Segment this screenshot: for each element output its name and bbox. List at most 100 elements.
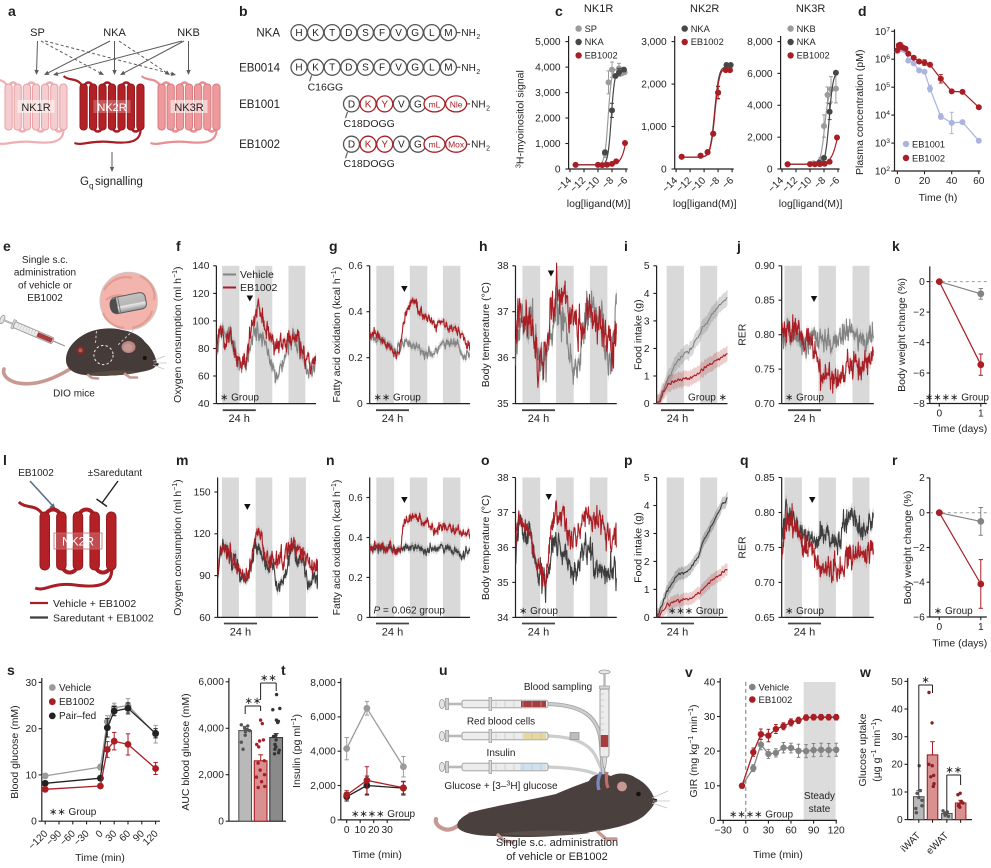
svg-text:1: 1 <box>644 585 650 596</box>
svg-text:NK2R: NK2R <box>690 3 719 15</box>
svg-text:0: 0 <box>895 176 901 187</box>
svg-text:8,000: 8,000 <box>310 678 336 689</box>
svg-text:2: 2 <box>476 69 480 76</box>
svg-text:−2: −2 <box>913 543 925 554</box>
svg-text:106: 106 <box>875 54 890 65</box>
svg-text:Mox: Mox <box>448 140 465 150</box>
svg-text:2: 2 <box>644 344 650 355</box>
svg-text:103: 103 <box>875 138 890 150</box>
svg-text:2,000: 2,000 <box>747 133 773 144</box>
svg-text:Body temperature (°C): Body temperature (°C) <box>480 282 492 387</box>
svg-text:0: 0 <box>897 815 903 826</box>
svg-text:20: 20 <box>919 176 931 187</box>
svg-text:K: K <box>365 140 372 151</box>
svg-text:of vehicle or: of vehicle or <box>18 280 73 291</box>
svg-text:h: h <box>479 238 488 254</box>
svg-text:24 h: 24 h <box>667 413 688 425</box>
svg-text:60: 60 <box>785 825 797 836</box>
svg-text:M: M <box>444 28 452 39</box>
svg-text:38: 38 <box>497 473 509 484</box>
svg-text:0: 0 <box>919 277 925 288</box>
svg-text:150: 150 <box>194 487 211 498</box>
svg-text:0.85: 0.85 <box>755 473 775 484</box>
svg-text:H: H <box>295 28 302 39</box>
svg-text:0: 0 <box>218 817 224 828</box>
svg-text:∗∗ Group: ∗∗ Group <box>374 393 422 404</box>
svg-text:34: 34 <box>497 613 509 624</box>
svg-text:K: K <box>312 28 319 39</box>
svg-text:NK1R: NK1R <box>584 3 613 15</box>
svg-text:0: 0 <box>644 399 650 410</box>
svg-text:0: 0 <box>357 399 363 410</box>
svg-text:NH: NH <box>471 99 485 110</box>
svg-text:Vehicle: Vehicle <box>759 682 790 693</box>
svg-text:Vehicle: Vehicle <box>240 269 274 281</box>
svg-text:3: 3 <box>644 529 650 540</box>
svg-text:0: 0 <box>357 613 363 624</box>
svg-text:NKA: NKA <box>691 24 711 34</box>
svg-text:EB1002: EB1002 <box>797 51 830 61</box>
svg-text:Y: Y <box>381 99 388 110</box>
svg-text:35: 35 <box>497 578 509 589</box>
svg-text:4: 4 <box>644 289 650 300</box>
svg-text:NH: NH <box>461 28 475 39</box>
svg-text:V: V <box>395 28 402 39</box>
svg-text:Fatty acid oxidation (kcal h−1: Fatty acid oxidation (kcal h−1) <box>331 480 343 616</box>
svg-text:4,000: 4,000 <box>535 63 561 74</box>
svg-text:8,000: 8,000 <box>747 37 773 48</box>
svg-text:Insulin: Insulin <box>487 748 516 759</box>
svg-text:Body weight change (%): Body weight change (%) <box>902 491 914 605</box>
svg-text:l: l <box>3 452 7 468</box>
svg-text:24 h: 24 h <box>382 413 403 425</box>
svg-text:24 h: 24 h <box>228 413 249 425</box>
svg-text:∗∗ Group: ∗∗ Group <box>49 807 97 818</box>
svg-text:Blood sampling: Blood sampling <box>524 682 592 693</box>
svg-text:2: 2 <box>476 34 480 41</box>
svg-text:38: 38 <box>497 261 509 272</box>
svg-text:0.4: 0.4 <box>349 307 363 318</box>
svg-text:0.2: 0.2 <box>349 353 363 364</box>
svg-text:6,000: 6,000 <box>747 69 773 80</box>
svg-text:−2: −2 <box>913 307 925 318</box>
svg-text:EB1002: EB1002 <box>585 51 618 61</box>
svg-text:40: 40 <box>704 677 716 688</box>
svg-text:30: 30 <box>704 712 716 723</box>
svg-text:24 h: 24 h <box>382 627 403 639</box>
svg-text:1: 1 <box>978 622 984 633</box>
svg-text:120: 120 <box>194 529 211 540</box>
svg-text:v: v <box>685 664 693 680</box>
svg-text:NK2R: NK2R <box>97 102 126 114</box>
svg-text:r: r <box>892 452 898 468</box>
svg-text:120: 120 <box>192 289 209 300</box>
svg-text:∗: ∗ <box>921 675 929 686</box>
svg-text:3,000: 3,000 <box>535 88 561 99</box>
svg-text:24 h: 24 h <box>528 627 549 639</box>
svg-text:u: u <box>439 662 448 678</box>
svg-text:10: 10 <box>891 787 903 798</box>
svg-text:Fatty acid oxidation (kcal h−1: Fatty acid oxidation (kcal h−1) <box>331 267 343 403</box>
svg-text:NK3R: NK3R <box>796 3 825 15</box>
svg-text:D: D <box>348 99 355 110</box>
svg-text:GIR (mg kg−1 min−1): GIR (mg kg−1 min−1) <box>688 705 700 798</box>
svg-text:∗ Group: ∗ Group <box>785 393 824 404</box>
svg-text:4,000: 4,000 <box>310 747 336 758</box>
svg-text:SP: SP <box>30 27 45 39</box>
svg-text:NKB: NKB <box>177 27 200 39</box>
svg-text:4: 4 <box>644 501 650 512</box>
svg-text:Time (days): Time (days) <box>932 423 987 435</box>
svg-text:30: 30 <box>891 732 903 743</box>
svg-text:administration: administration <box>14 268 76 279</box>
svg-text:20: 20 <box>368 825 380 836</box>
svg-text:G: G <box>414 99 422 110</box>
svg-text:m: m <box>176 452 188 468</box>
svg-text:Blood glucose (mM): Blood glucose (mM) <box>9 705 21 798</box>
svg-text:0: 0 <box>644 613 650 624</box>
svg-text:log[ligand(M)]: log[ligand(M)] <box>567 198 631 210</box>
svg-text:1,000: 1,000 <box>535 139 561 150</box>
svg-text:NH: NH <box>461 63 475 74</box>
svg-text:NH: NH <box>471 140 485 151</box>
svg-text:2,000: 2,000 <box>310 781 336 792</box>
svg-text:log[ligand(M)]: log[ligand(M)] <box>779 198 843 210</box>
svg-text:EB1002: EB1002 <box>239 139 280 151</box>
svg-text:0.2: 0.2 <box>349 573 363 584</box>
